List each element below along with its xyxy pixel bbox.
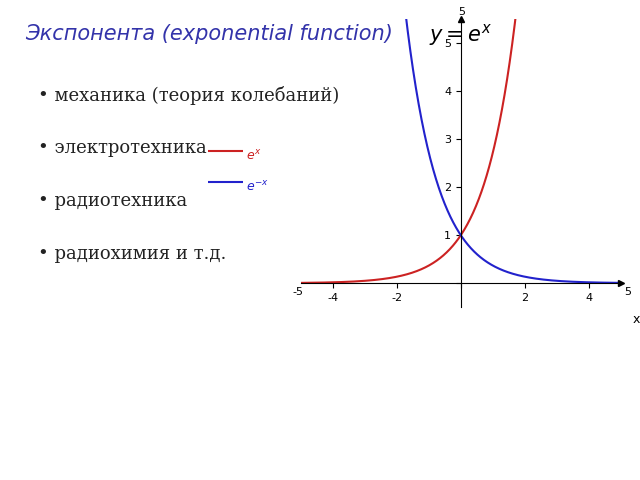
Text: $e^x$: $e^x$ — [246, 149, 262, 163]
Text: • механика (теория колебаний): • механика (теория колебаний) — [38, 86, 340, 106]
X-axis label: x: x — [633, 313, 640, 326]
Text: • радиотехника: • радиотехника — [38, 192, 188, 210]
Text: $e^{-x}$: $e^{-x}$ — [246, 180, 269, 194]
Text: Экспонента (exponential function): Экспонента (exponential function) — [26, 24, 394, 44]
Text: • электротехника: • электротехника — [38, 139, 207, 157]
Text: -5: -5 — [292, 287, 303, 297]
Text: $y = e^x$: $y = e^x$ — [429, 22, 492, 48]
Text: 5: 5 — [624, 287, 631, 297]
Text: • радиохимия и т.д.: • радиохимия и т.д. — [38, 245, 227, 263]
Text: 5: 5 — [458, 7, 465, 17]
